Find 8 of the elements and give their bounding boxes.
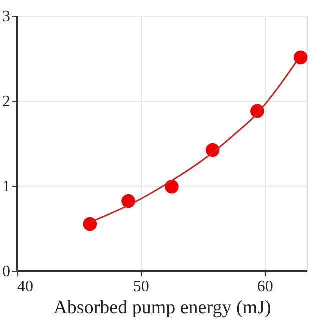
y-tick-label: 2 xyxy=(2,94,10,110)
x-axis-title: Absorbed pump energy (mJ) xyxy=(54,298,272,318)
y-tick-label: 3 xyxy=(2,8,10,26)
x-tick-label: 60 xyxy=(257,278,274,296)
y-tick-label: 1 xyxy=(2,178,10,196)
y-tick-label: 0 xyxy=(2,264,10,280)
x-tick-label: 40 xyxy=(18,278,34,296)
x-tick-label: 50 xyxy=(133,278,150,296)
